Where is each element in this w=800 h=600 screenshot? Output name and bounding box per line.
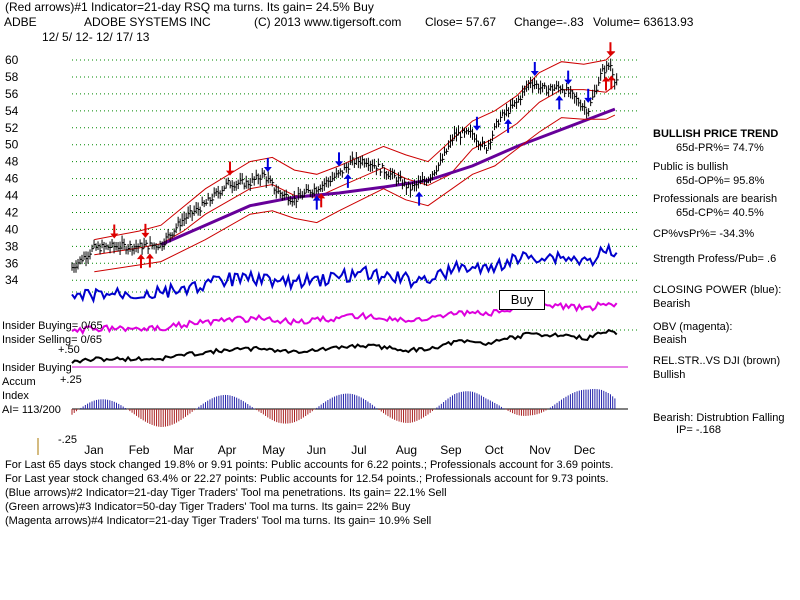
red-buy-arrow-head xyxy=(136,254,145,260)
cp-percent: 65d-CP%= 40.5% xyxy=(676,207,764,219)
ai-value: AI= 113/200 xyxy=(2,404,61,416)
index-label: Index xyxy=(2,390,29,402)
insider-buying-count: Insider Buying= 0/65 xyxy=(2,320,103,332)
buy-signal-badge: Buy xyxy=(499,290,545,310)
footer-line-blue-arrows: (Blue arrows)#2 Indicator=21-day Tiger T… xyxy=(5,487,447,499)
closing-power-value: Bearish xyxy=(653,298,691,310)
y-tick-label: 36 xyxy=(5,256,19,270)
blue-sell-arrow-head xyxy=(564,79,573,85)
x-tick-label: May xyxy=(262,443,285,457)
cp-vs-pr: CP%vsPr%= -34.3% xyxy=(653,228,755,240)
footer-line-65d: For Last 65 days stock changed 19.8% or … xyxy=(5,459,614,471)
y-tick-label: 58 xyxy=(5,70,19,84)
footer-line-green-arrows: (Green arrows)#3 Indicator=50-day Tiger … xyxy=(5,501,411,513)
insider-selling-count: Insider Selling= 0/65 xyxy=(2,334,102,346)
series-line-2 xyxy=(94,51,616,241)
x-tick-label: Oct xyxy=(485,443,504,457)
relstr-label: REL.STR..VS DJI (brown) xyxy=(653,355,781,367)
price-bars xyxy=(71,58,619,273)
y-tick-label: 40 xyxy=(5,222,19,236)
blue-buy-arrow-head xyxy=(555,95,564,101)
accum-index-bars xyxy=(71,388,616,427)
ip-value: IP= -.168 xyxy=(676,424,721,436)
red-sell-arrow-head xyxy=(225,170,234,176)
x-tick-label: Jun xyxy=(307,443,326,457)
y-tick-label: 54 xyxy=(5,104,19,118)
footer-line-magenta-arrows: (Magenta arrows)#4 Indicator=21-day Tige… xyxy=(5,515,432,527)
pr-percent: 65d-PR%= 74.7% xyxy=(676,142,764,154)
op-percent: 65d-OP%= 95.8% xyxy=(676,175,765,187)
y-tick-label: 42 xyxy=(5,205,19,219)
x-tick-label: Dec xyxy=(574,443,595,457)
close-price: Close= 57.67 xyxy=(425,15,497,29)
series-line-3 xyxy=(94,114,616,273)
obv-value: Beaish xyxy=(653,334,687,346)
red-buy-arrow-head xyxy=(607,75,616,81)
y-tick-label: 46 xyxy=(5,172,19,186)
x-tick-label: Mar xyxy=(173,443,194,457)
blue-sell-arrow-head xyxy=(472,125,481,131)
obv-label: OBV (magenta): xyxy=(653,321,733,333)
closing-power-label: CLOSING POWER (blue): xyxy=(653,284,782,296)
y-tick-label: 50 xyxy=(5,138,19,152)
ticker-symbol: ADBE xyxy=(4,15,37,29)
x-tick-label: Aug xyxy=(396,443,417,457)
public-status: Public is bullish xyxy=(653,161,729,173)
y-axis-labels: 60 58 56 54 52 50 48 46 44 42 40 38 36 34 xyxy=(5,53,19,287)
volume: Volume= 63613.93 xyxy=(593,15,694,29)
y-tick-label: 52 xyxy=(5,121,19,135)
indicator1-caption: (Red arrows)#1 Indicator=21-day RSQ ma t… xyxy=(5,0,374,14)
professionals-status: Professionals are bearish xyxy=(653,193,778,205)
blue-sell-arrow-head xyxy=(584,97,593,103)
relstr-value: Bullish xyxy=(653,369,686,381)
series-line-1 xyxy=(160,107,616,246)
blue-buy-arrow-head xyxy=(415,191,424,197)
y-tick-label: 34 xyxy=(5,273,19,287)
date-range: 12/ 5/ 12- 12/ 17/ 13 xyxy=(42,30,150,44)
company-name: ADOBE SYSTEMS INC xyxy=(84,15,211,29)
y-tick-label: 60 xyxy=(5,53,19,67)
red-sell-arrow-head xyxy=(606,51,615,57)
x-tick-label: Feb xyxy=(129,443,150,457)
blue-buy-arrow-head xyxy=(312,195,321,201)
level-plus25: +.25 xyxy=(60,374,82,386)
blue-sell-arrow-head xyxy=(263,166,272,172)
x-tick-label: Jul xyxy=(351,443,366,457)
blue-buy-arrow-head xyxy=(343,173,352,179)
x-tick-label: Apr xyxy=(218,443,237,457)
copyright: (C) 2013 www.tigersoft.com xyxy=(254,15,402,29)
signal-arrows xyxy=(110,42,616,269)
y-tick-label: 48 xyxy=(5,155,19,169)
level-minus25: -.25 xyxy=(58,434,77,446)
strength-ratio: Strength Profess/Pub= .6 xyxy=(653,253,777,265)
x-tick-label: Jan xyxy=(84,443,103,457)
red-sell-arrow-head xyxy=(141,232,150,238)
closing-power-line xyxy=(71,242,618,304)
level-plus50: +.50 xyxy=(58,344,80,356)
blue-sell-arrow-head xyxy=(530,70,539,76)
x-axis-labels: Jan Feb Mar Apr May Jun Jul Aug Sep Oct Nov Dec xyxy=(84,443,595,457)
accum-label: Accum xyxy=(2,376,36,388)
red-buy-arrow-head xyxy=(317,193,326,199)
blue-buy-arrow-head xyxy=(504,118,513,124)
x-tick-label: Sep xyxy=(440,443,462,457)
relative-strength-line xyxy=(71,328,618,364)
x-tick-label: Nov xyxy=(529,443,550,457)
y-tick-label: 56 xyxy=(5,87,19,101)
y-tick-label: 44 xyxy=(5,189,19,203)
footer-line-year: For Last year stock changed 63.4% or 22.… xyxy=(5,473,609,485)
red-sell-arrow-head xyxy=(110,233,119,239)
insider-buying-label: Insider Buying xyxy=(2,362,72,374)
y-tick-label: 38 xyxy=(5,239,19,253)
ip-label: Bearish: Distrubtion Falling xyxy=(653,412,785,424)
red-buy-arrow-head xyxy=(145,253,154,259)
price-change: Change=-.83 xyxy=(514,15,584,29)
blue-sell-arrow-head xyxy=(335,161,343,167)
trend-title: BULLISH PRICE TREND xyxy=(653,128,779,140)
